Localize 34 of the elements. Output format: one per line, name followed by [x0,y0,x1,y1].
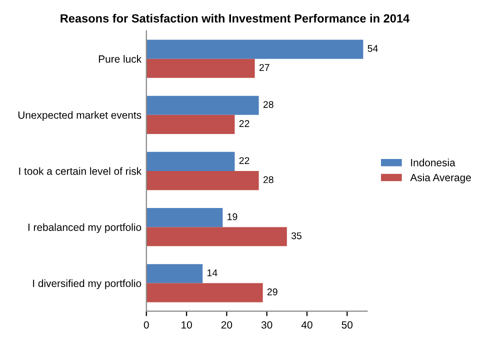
bar [146,96,259,115]
bar [146,40,364,59]
data-label: 22 [239,157,250,164]
data-label: 54 [368,45,378,52]
legend-label: Asia Average [410,174,471,184]
x-tick-label: 20 [221,321,232,329]
x-tick-label: 0 [144,321,149,329]
y-tick-label: I diversified my portfolio [33,279,142,290]
y-tick-label: Pure luck [98,55,142,63]
data-label: 29 [267,288,278,296]
y-tick-label: I rebalanced my portfolio [28,223,142,234]
data-label: 28 [263,101,274,108]
bar [146,171,259,190]
x-tick-label: 10 [182,321,192,329]
bar [146,152,235,171]
bar [146,58,255,78]
x-tick-label: 40 [301,321,312,329]
legend-label: Indonesia [411,158,456,166]
bar [146,227,287,246]
data-label: 27 [259,64,270,71]
data-label: 19 [228,213,238,220]
bar [146,208,223,228]
data-label: 14 [208,269,218,276]
data-label: 28 [263,176,274,184]
bar [146,114,235,134]
data-label: 35 [291,232,302,240]
data-label: 22 [239,120,250,127]
y-tick-label: I took a certain level of risk [19,167,142,175]
y-tick-label: Unexpected market events [18,111,142,121]
bar [146,264,203,284]
x-tick-label: 50 [342,321,353,329]
chart-title: Reasons for Satisfaction with Investment Performance in 2014 [60,14,410,23]
x-tick-label: 30 [261,321,272,329]
bar [146,283,263,302]
